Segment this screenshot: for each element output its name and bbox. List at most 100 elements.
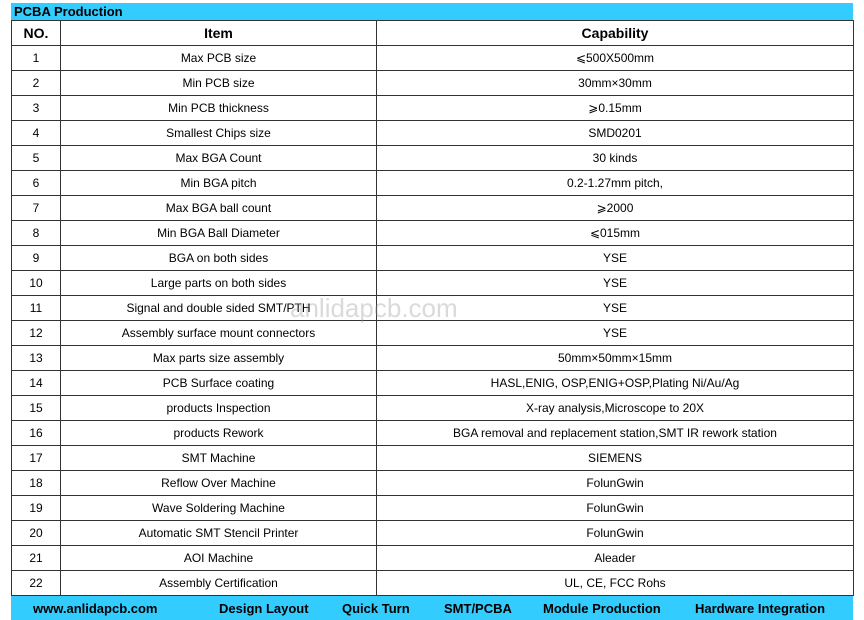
cell-item: Min BGA Ball Diameter [60, 220, 377, 246]
cell-capability: ⩾2000 [376, 195, 854, 221]
cell-item: Max BGA ball count [60, 195, 377, 221]
table-row: 1 Max PCB size ⩽500X500mm [11, 45, 854, 71]
cell-no: 21 [11, 545, 61, 571]
cell-capability: FolunGwin [376, 470, 854, 496]
footer-smt-pcba[interactable]: SMT/PCBA [444, 600, 512, 616]
cell-item: Max parts size assembly [60, 345, 377, 371]
cell-no: 15 [11, 395, 61, 421]
cell-item: Wave Soldering Machine [60, 495, 377, 521]
table-row: 2 Min PCB size 30mm×30mm [11, 70, 854, 96]
table-row: 9 BGA on both sides YSE [11, 245, 854, 271]
cell-no: 2 [11, 70, 61, 96]
cell-no: 9 [11, 245, 61, 271]
cell-no: 1 [11, 45, 61, 71]
table-row: 19 Wave Soldering Machine FolunGwin [11, 495, 854, 521]
cell-capability: SMD0201 [376, 120, 854, 146]
cell-no: 10 [11, 270, 61, 296]
cell-capability: YSE [376, 295, 854, 321]
cell-no: 22 [11, 570, 61, 596]
cell-item: Assembly Certification [60, 570, 377, 596]
cell-item: BGA on both sides [60, 245, 377, 271]
cell-no: 4 [11, 120, 61, 146]
section-title: PCBA Production [11, 3, 853, 20]
table-row: 14 PCB Surface coating HASL,ENIG, OSP,ENIG… [11, 370, 854, 396]
cell-item: Min PCB size [60, 70, 377, 96]
cell-no: 13 [11, 345, 61, 371]
table-row: 17 SMT Machine SIEMENS [11, 445, 854, 471]
cell-capability: 0.2-1.27mm pitch, [376, 170, 854, 196]
table-row: 15 products Inspection X-ray analysis,Micr… [11, 395, 854, 421]
cell-item: PCB Surface coating [60, 370, 377, 396]
cell-item: Max PCB size [60, 45, 377, 71]
capability-table: NO. Item Capability 1 Max PCB size ⩽500X50… [11, 20, 854, 596]
header-item: Item [60, 20, 377, 46]
cell-no: 17 [11, 445, 61, 471]
table-row: 8 Min BGA Ball Diameter ⩽015mm [11, 220, 854, 246]
table-row: 13 Max parts size assembly 50mm×50mm×15mm [11, 345, 854, 371]
cell-capability: BGA removal and replacement station,SMT … [376, 420, 854, 446]
footer-quick-turn[interactable]: Quick Turn [342, 600, 410, 616]
cell-item: Max BGA Count [60, 145, 377, 171]
cell-item: Reflow Over Machine [60, 470, 377, 496]
cell-capability: HASL,ENIG, OSP,ENIG+OSP,Plating Ni/Au/Ag [376, 370, 854, 396]
table-row: 5 Max BGA Count 30 kinds [11, 145, 854, 171]
cell-capability: ⩽015mm [376, 220, 854, 246]
table-row: 22 Assembly Certification UL, CE, FCC Rohs [11, 570, 854, 596]
cell-no: 8 [11, 220, 61, 246]
footer-bar: www.anlidapcb.com Design Layout Quick Tu… [11, 596, 853, 620]
footer-design-layout[interactable]: Design Layout [219, 600, 309, 616]
cell-capability: Aleader [376, 545, 854, 571]
cell-capability: UL, CE, FCC Rohs [376, 570, 854, 596]
cell-capability: FolunGwin [376, 495, 854, 521]
cell-no: 18 [11, 470, 61, 496]
cell-capability: YSE [376, 270, 854, 296]
cell-item: Min PCB thickness [60, 95, 377, 121]
cell-item: Large parts on both sides [60, 270, 377, 296]
cell-no: 19 [11, 495, 61, 521]
cell-capability: 30mm×30mm [376, 70, 854, 96]
table-row: 3 Min PCB thickness ⩾0.15mm [11, 95, 854, 121]
header-no: NO. [11, 20, 61, 46]
cell-no: 14 [11, 370, 61, 396]
cell-capability: YSE [376, 320, 854, 346]
table-row: 21 AOI Machine Aleader [11, 545, 854, 571]
cell-capability: ⩽500X500mm [376, 45, 854, 71]
table-row: 7 Max BGA ball count ⩾2000 [11, 195, 854, 221]
cell-capability: SIEMENS [376, 445, 854, 471]
cell-item: Smallest Chips size [60, 120, 377, 146]
table-row: 20 Automatic SMT Stencil Printer FolunGwin [11, 520, 854, 546]
footer-module-production[interactable]: Module Production [543, 600, 661, 616]
cell-item: Assembly surface mount connectors [60, 320, 377, 346]
cell-no: 11 [11, 295, 61, 321]
cell-no: 12 [11, 320, 61, 346]
cell-no: 3 [11, 95, 61, 121]
table-row: 18 Reflow Over Machine FolunGwin [11, 470, 854, 496]
footer-website-link[interactable]: www.anlidapcb.com [33, 600, 158, 616]
table-row: 16 products Rework BGA removal and replace… [11, 420, 854, 446]
cell-item: products Inspection [60, 395, 377, 421]
table-row: 12 Assembly surface mount connectors YSE [11, 320, 854, 346]
cell-item: SMT Machine [60, 445, 377, 471]
cell-capability: YSE [376, 245, 854, 271]
cell-capability: X-ray analysis,Microscope to 20X [376, 395, 854, 421]
cell-capability: FolunGwin [376, 520, 854, 546]
cell-no: 5 [11, 145, 61, 171]
cell-capability: 30 kinds [376, 145, 854, 171]
cell-item: Min BGA pitch [60, 170, 377, 196]
cell-item: AOI Machine [60, 545, 377, 571]
table-row: 11 Signal and double sided SMT/PTH YSE [11, 295, 854, 321]
cell-capability: ⩾0.15mm [376, 95, 854, 121]
cell-no: 20 [11, 520, 61, 546]
header-capability: Capability [376, 20, 854, 46]
cell-item: products Rework [60, 420, 377, 446]
table-header: NO. Item Capability [11, 20, 854, 46]
cell-no: 7 [11, 195, 61, 221]
cell-item: Automatic SMT Stencil Printer [60, 520, 377, 546]
table-row: 10 Large parts on both sides YSE [11, 270, 854, 296]
cell-capability: 50mm×50mm×15mm [376, 345, 854, 371]
cell-item: Signal and double sided SMT/PTH [60, 295, 377, 321]
table-row: 4 Smallest Chips size SMD0201 [11, 120, 854, 146]
footer-hardware-integration[interactable]: Hardware Integration [695, 600, 826, 616]
table-row: 6 Min BGA pitch 0.2-1.27mm pitch, [11, 170, 854, 196]
cell-no: 16 [11, 420, 61, 446]
